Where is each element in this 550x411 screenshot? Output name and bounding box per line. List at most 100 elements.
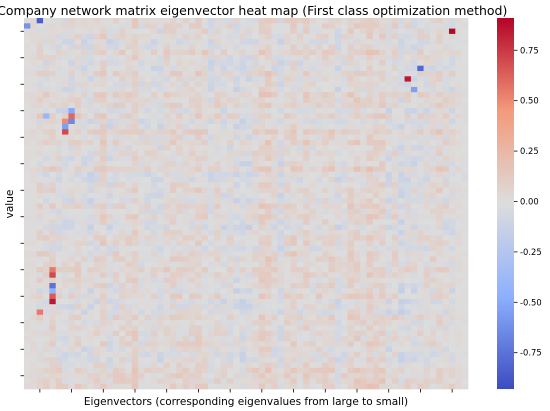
heatmap-cell [195, 362, 202, 369]
heatmap-cell [258, 357, 266, 363]
heatmap-cell [277, 272, 285, 279]
heatmap-cell [169, 39, 177, 45]
heatmap-cell [455, 81, 462, 88]
heatmap-cell [246, 383, 253, 390]
heatmap-cell [214, 256, 221, 263]
heatmap-cell [372, 86, 380, 93]
heatmap-cell [448, 171, 456, 178]
heatmap-cell [220, 177, 228, 183]
heatmap-cell [163, 113, 171, 120]
heatmap-cell [436, 230, 443, 236]
heatmap-cell [36, 134, 44, 141]
heatmap-cell [131, 55, 139, 61]
heatmap-cell [112, 49, 120, 56]
heatmap-cell [385, 65, 393, 72]
heatmap-cell [372, 198, 380, 204]
heatmap-cell [119, 198, 126, 204]
heatmap-cell [201, 44, 209, 51]
heatmap-cell [43, 139, 50, 146]
heatmap-cell [309, 373, 317, 379]
heatmap-cell [112, 134, 120, 141]
heatmap-cell [379, 288, 386, 294]
heatmap-cell [87, 314, 95, 321]
heatmap-cell [49, 97, 57, 104]
heatmap-cell [290, 351, 298, 358]
heatmap-cell [239, 71, 247, 77]
heatmap-cell [112, 251, 120, 257]
heatmap-cell [379, 177, 386, 183]
heatmap-cell [246, 240, 253, 247]
heatmap-cell [322, 187, 329, 194]
heatmap-cell [334, 55, 342, 61]
heatmap-cell [404, 256, 412, 263]
heatmap-cell [49, 86, 57, 93]
heatmap-cell [131, 357, 139, 363]
heatmap-cell [68, 33, 76, 40]
heatmap-cell [188, 192, 196, 199]
heatmap-cell [271, 182, 279, 188]
heatmap-cell [309, 198, 317, 204]
heatmap-cell [68, 219, 76, 226]
heatmap-cell [303, 288, 310, 294]
heatmap-cell [328, 76, 336, 82]
heatmap-cell [296, 161, 304, 167]
heatmap-cell [391, 124, 399, 130]
heatmap-cell [398, 203, 405, 210]
heatmap-cell [417, 373, 424, 379]
heatmap-cell [328, 261, 336, 268]
heatmap-cell [347, 367, 355, 374]
heatmap-cell [366, 155, 374, 162]
heatmap-cell [43, 108, 50, 114]
heatmap-cell [290, 155, 298, 162]
heatmap-cell [290, 293, 298, 300]
heatmap-cell [81, 203, 88, 210]
heatmap-cell [315, 108, 323, 114]
heatmap-cell [328, 192, 336, 199]
heatmap-cell [315, 245, 323, 252]
heatmap-cell [315, 129, 323, 135]
heatmap-cell [30, 309, 38, 316]
heatmap-cell [201, 166, 209, 173]
heatmap-cell [24, 187, 31, 194]
heatmap-cell [303, 351, 310, 358]
heatmap-cell [417, 288, 424, 294]
heatmap-cell [271, 261, 279, 268]
heatmap-cell [43, 362, 50, 369]
heatmap-cell [112, 33, 120, 40]
heatmap-cell [436, 49, 443, 56]
heatmap-cell [442, 224, 450, 231]
heatmap-cell [404, 245, 412, 252]
heatmap-cell [423, 240, 431, 247]
heatmap-cell [429, 219, 437, 226]
heatmap-cell [417, 309, 424, 316]
heatmap-cell [328, 161, 336, 167]
heatmap-cell [131, 309, 139, 316]
heatmap-cell [366, 108, 374, 114]
heatmap-cell [436, 267, 443, 273]
heatmap-cell [366, 177, 374, 183]
heatmap-cell [100, 113, 107, 120]
heatmap-cell [347, 261, 355, 268]
heatmap-cell [195, 208, 202, 215]
heatmap-cell [138, 283, 145, 289]
heatmap-cell [309, 203, 317, 210]
heatmap-cell [182, 298, 190, 305]
heatmap-cell [144, 118, 152, 125]
heatmap-cell [360, 267, 367, 273]
heatmap-cell [284, 118, 291, 125]
heatmap-cell [226, 124, 234, 130]
heatmap-cell [62, 219, 69, 226]
heatmap-cell [182, 378, 190, 385]
heatmap-cell [43, 267, 50, 273]
heatmap-cell [379, 256, 386, 263]
heatmap-cell [410, 277, 418, 284]
heatmap-cell [410, 346, 418, 353]
heatmap-cell [417, 55, 424, 61]
heatmap-cell [303, 86, 310, 93]
heatmap-cell [284, 330, 291, 337]
heatmap-cell [163, 23, 171, 29]
heatmap-cell [201, 92, 209, 98]
heatmap-cell [404, 49, 412, 56]
heatmap-cell [226, 108, 234, 114]
heatmap-cell [284, 192, 291, 199]
